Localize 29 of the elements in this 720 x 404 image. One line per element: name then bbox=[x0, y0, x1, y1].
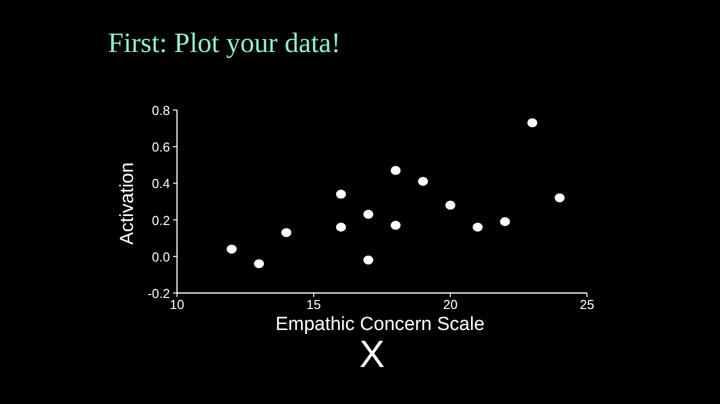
y-tick-label: 0.0 bbox=[152, 249, 170, 264]
chart-title: First: Plot your data! bbox=[108, 28, 341, 59]
point bbox=[336, 190, 346, 199]
point bbox=[418, 176, 428, 186]
x-tick-label: 25 bbox=[580, 297, 594, 312]
point bbox=[254, 259, 264, 268]
text: X bbox=[359, 334, 385, 376]
point bbox=[472, 222, 483, 232]
y-tick-label: 0.4 bbox=[152, 176, 170, 192]
point bbox=[336, 222, 346, 232]
y-tick-label: 0.2 bbox=[152, 212, 170, 228]
point bbox=[500, 217, 510, 226]
x-tick-label: 15 bbox=[306, 297, 321, 312]
y-tick-label: -0.2 bbox=[148, 286, 170, 301]
y-tick-label: 0.6 bbox=[152, 140, 170, 155]
point bbox=[363, 256, 374, 265]
point bbox=[527, 118, 538, 128]
point bbox=[390, 220, 401, 230]
x-axis-title: Empathic Concern Scale bbox=[275, 314, 485, 335]
x-tick-label: 20 bbox=[443, 297, 458, 312]
y-axis-title: Activation bbox=[117, 162, 138, 245]
point bbox=[445, 200, 456, 210]
point bbox=[363, 210, 374, 219]
y-tick-label: 0.8 bbox=[152, 103, 170, 118]
point bbox=[390, 166, 401, 175]
point bbox=[226, 244, 237, 254]
point bbox=[554, 193, 565, 202]
x-tick-label: 10 bbox=[170, 297, 184, 312]
point bbox=[281, 228, 292, 238]
